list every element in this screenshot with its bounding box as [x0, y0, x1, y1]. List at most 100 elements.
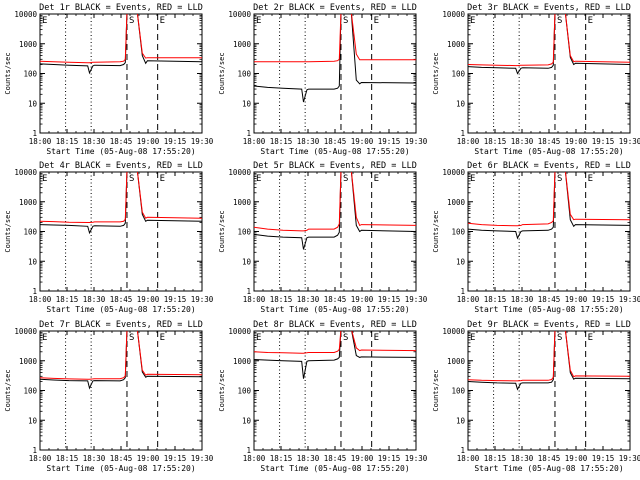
y-axis-label: Counts/sec — [218, 52, 226, 94]
series-group — [254, 172, 416, 250]
y-tick-label: 1 — [460, 446, 465, 455]
x-tick-label: 18:15 — [484, 137, 507, 146]
x-tick-label: 19:15 — [378, 137, 401, 146]
y-axis-label: Counts/sec — [432, 210, 440, 252]
series-group — [254, 14, 416, 103]
x-tick-label: 19:15 — [592, 454, 615, 463]
y-tick-label: 100 — [23, 228, 37, 237]
x-tick-label: 18:15 — [56, 137, 79, 146]
y-tick-label: 10000 — [14, 327, 37, 336]
series-line-events — [468, 172, 630, 240]
y-tick-label: 1 — [32, 287, 37, 296]
y-tick-label: 10000 — [228, 10, 251, 19]
chart-title: Det 8r BLACK = Events, RED = LLD — [253, 320, 417, 330]
plot-frame — [253, 330, 417, 451]
y-tick-label: 1000 — [19, 357, 38, 366]
series-line-events — [468, 331, 630, 391]
x-tick-label: 18:45 — [324, 295, 347, 304]
y-tick-label: 100 — [451, 228, 465, 237]
x-tick-label: 18:45 — [324, 454, 347, 463]
x-tick-label: 18:15 — [270, 295, 293, 304]
x-tick-label: 19:30 — [405, 137, 428, 146]
y-axis-label: Counts/sec — [432, 369, 440, 411]
panel-det-9: Det 9r BLACK = Events, RED = LLD 1 10 100 10… — [432, 320, 640, 473]
y-tick-label: 10 — [28, 257, 38, 266]
y-tick-label: 1000 — [19, 40, 38, 49]
y-tick-label: 10000 — [442, 168, 465, 177]
panel-det-2: Det 2r BLACK = Events, RED = LLD 1 10 100 10… — [218, 3, 428, 156]
x-tick-label: 19:30 — [405, 454, 428, 463]
series-group — [40, 331, 202, 390]
x-tick-label: 18:30 — [83, 454, 106, 463]
y-tick-label: 10 — [242, 257, 252, 266]
series-line-events — [468, 14, 630, 75]
x-tick-label: 18:45 — [324, 137, 347, 146]
x-tick-label: 19:30 — [191, 137, 214, 146]
panel-det-3: Det 3r BLACK = Events, RED = LLD 1 10 100 10… — [432, 3, 640, 156]
y-axis-label: Counts/sec — [4, 210, 12, 252]
plot-frame — [39, 330, 203, 451]
x-axis-label: Start Time (05-Aug-08 17:55:20) — [474, 147, 623, 156]
x-axis-label: Start Time (05-Aug-08 17:55:20) — [260, 147, 409, 156]
plot-frame — [253, 171, 417, 292]
x-tick-label: 19:30 — [619, 454, 640, 463]
y-tick-label: 100 — [237, 70, 251, 79]
series-group — [468, 331, 630, 391]
series-line-lld — [468, 172, 630, 227]
series-group — [40, 172, 202, 235]
plot-frame — [253, 13, 417, 134]
series-group — [468, 14, 630, 75]
marker-label: S — [129, 333, 134, 343]
y-tick-label: 1000 — [447, 40, 466, 49]
series-line-events — [40, 14, 202, 75]
x-tick-label: 19:15 — [164, 454, 187, 463]
marker-label: E — [374, 16, 379, 26]
panel-det-8: Det 8r BLACK = Events, RED = LLD 1 10 100 10… — [218, 320, 428, 473]
x-tick-label: 18:00 — [29, 295, 52, 304]
marker-label: E — [160, 16, 165, 26]
x-tick-label: 18:15 — [56, 295, 79, 304]
x-tick-label: 18:15 — [270, 454, 293, 463]
series-line-lld — [468, 331, 630, 382]
x-tick-label: 18:30 — [511, 454, 534, 463]
x-axis-label: Start Time (05-Aug-08 17:55:20) — [474, 305, 623, 314]
y-tick-label: 10 — [456, 99, 466, 108]
y-tick-label: 100 — [237, 228, 251, 237]
plot-frame — [467, 171, 631, 292]
plot-frame — [467, 330, 631, 451]
series-group — [254, 331, 416, 379]
panel-det-1: Det 1r BLACK = Events, RED = LLD 1 10 100 10… — [4, 3, 214, 156]
chart-title: Det 5r BLACK = Events, RED = LLD — [253, 161, 417, 171]
series-line-lld — [468, 14, 630, 67]
marker-label: E — [588, 333, 593, 343]
x-tick-label: 19:15 — [164, 295, 187, 304]
y-axis-label: Counts/sec — [4, 52, 12, 94]
marker-label: E — [160, 174, 165, 184]
y-tick-label: 1 — [460, 129, 465, 138]
x-tick-label: 19:15 — [378, 295, 401, 304]
chart-title: Det 1r BLACK = Events, RED = LLD — [39, 3, 203, 13]
y-tick-label: 100 — [237, 387, 251, 396]
x-tick-label: 18:30 — [297, 137, 320, 146]
plot-frame — [39, 13, 203, 134]
chart-title: Det 6r BLACK = Events, RED = LLD — [467, 161, 631, 171]
x-tick-label: 18:45 — [538, 137, 561, 146]
marker-label: S — [557, 333, 562, 343]
y-axis-label: Counts/sec — [4, 369, 12, 411]
y-tick-label: 10 — [242, 416, 252, 425]
x-tick-label: 18:15 — [484, 454, 507, 463]
x-tick-label: 19:00 — [351, 137, 374, 146]
marker-label: E — [42, 174, 47, 184]
series-line-lld — [40, 14, 202, 64]
chart-title: Det 4r BLACK = Events, RED = LLD — [39, 161, 203, 171]
x-tick-label: 18:00 — [243, 295, 266, 304]
y-tick-label: 1 — [246, 287, 251, 296]
marker-label: E — [374, 174, 379, 184]
x-tick-label: 18:30 — [83, 295, 106, 304]
marker-label: S — [343, 333, 348, 343]
y-axis-label: Counts/sec — [432, 52, 440, 94]
y-tick-label: 10 — [28, 99, 38, 108]
x-tick-label: 19:00 — [137, 137, 160, 146]
y-tick-label: 1000 — [447, 198, 466, 207]
